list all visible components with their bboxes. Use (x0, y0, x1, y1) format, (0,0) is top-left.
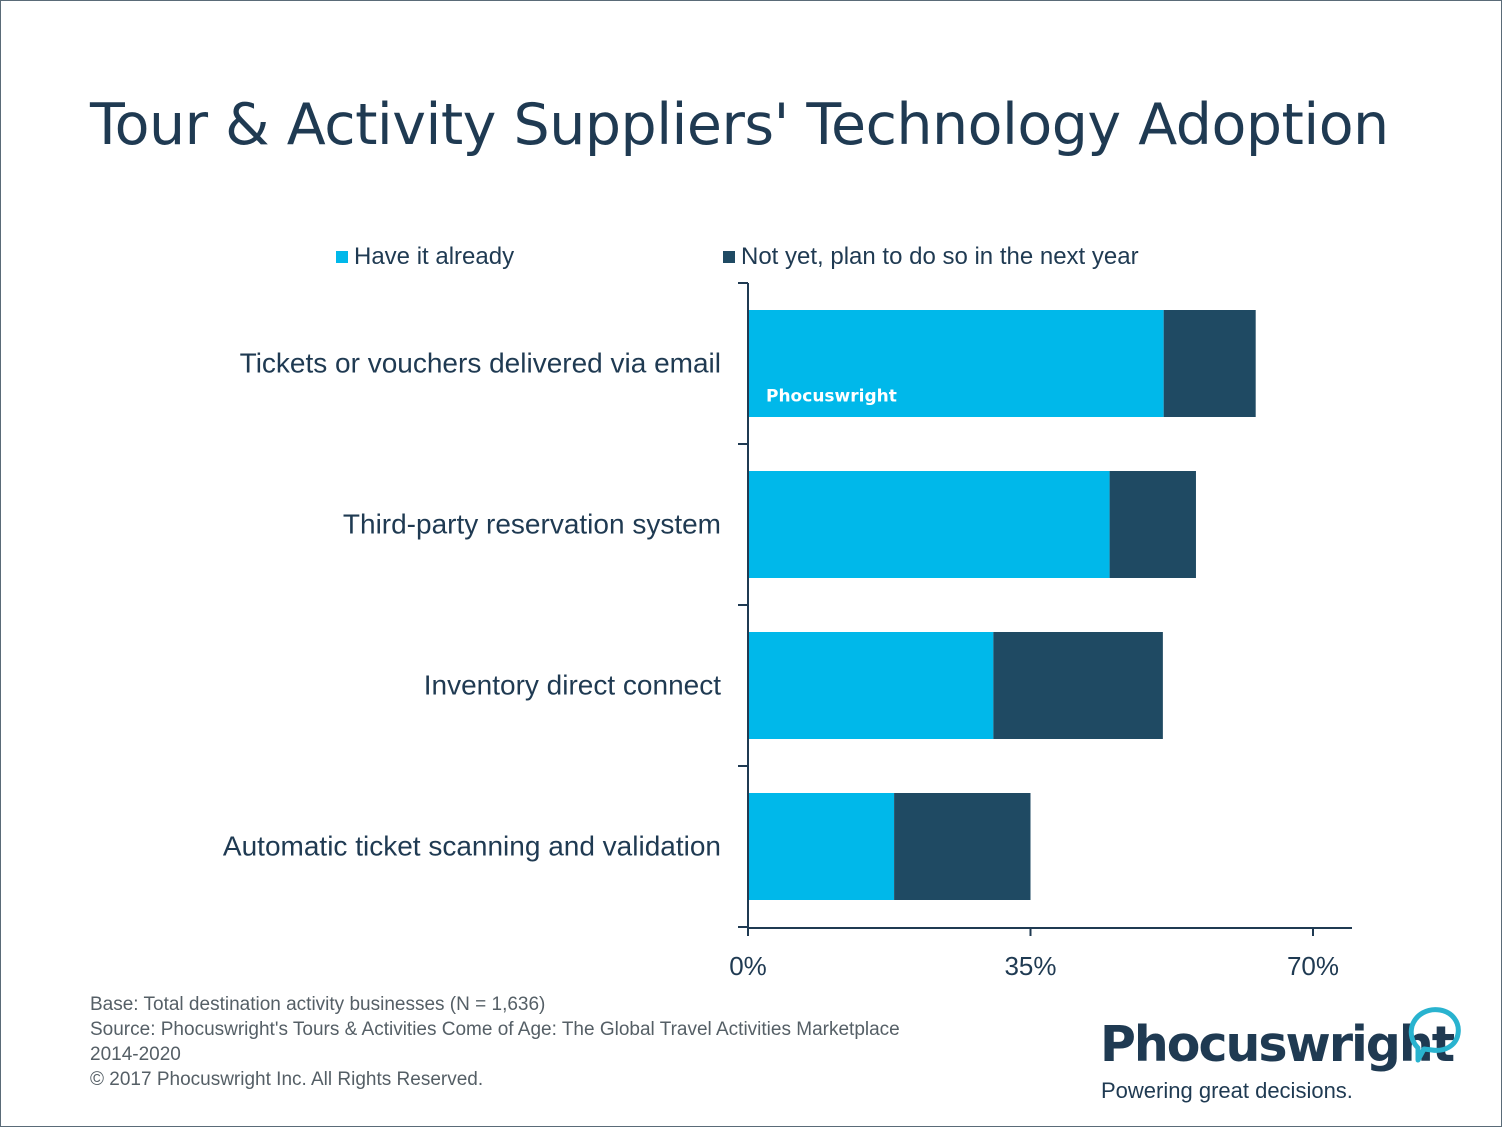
bar-have-2 (748, 632, 994, 739)
speech-bubble-icon (1408, 1007, 1461, 1063)
legend-label-plan: Not yet, plan to do so in the next year (741, 243, 1139, 270)
bar-have-0 (748, 310, 1164, 417)
bar-plan-0 (1163, 310, 1256, 417)
category-label-0: Tickets or vouchers delivered via email (240, 348, 721, 379)
logo-wordmark: Phocuswright (1100, 1016, 1455, 1073)
bar-plan-3 (894, 793, 1031, 900)
legend-label-have: Have it already (354, 243, 515, 270)
x-tick-label-0: 0% (729, 951, 767, 981)
footnote-copyright: © 2017 Phocuswright Inc. All Rights Rese… (90, 1069, 484, 1090)
footnote-base: Base: Total destination activity busines… (90, 994, 546, 1015)
footnote-years: 2014-2020 (90, 1044, 181, 1065)
logo-tagline: Powering great decisions. (1101, 1078, 1353, 1103)
legend-swatch-have (336, 251, 348, 263)
category-label-2: Inventory direct connect (424, 670, 721, 701)
phocuswright-logo: Phocuswright Powering great decisions. (1098, 1004, 1468, 1109)
legend-item-plan: Not yet, plan to do so in the next year (723, 243, 1139, 271)
category-label-3: Automatic ticket scanning and validation (223, 831, 721, 862)
x-tick-label-1: 35% (1004, 951, 1056, 981)
x-tick-label-2: 70% (1287, 951, 1339, 981)
category-label-1: Third-party reservation system (343, 509, 721, 540)
chart-title: Tour & Activity Suppliers' Technology Ad… (90, 92, 1389, 158)
legend-swatch-plan (723, 251, 735, 263)
bar-plan-2 (993, 632, 1163, 739)
bar-plan-1 (1109, 471, 1196, 578)
legend-item-have: Have it already (336, 243, 514, 271)
footnote-source: Source: Phocuswright's Tours & Activitie… (90, 1019, 900, 1040)
bar-have-1 (748, 471, 1110, 578)
watermark-text: Phocuswright (766, 387, 897, 407)
bar-have-3 (748, 793, 895, 900)
